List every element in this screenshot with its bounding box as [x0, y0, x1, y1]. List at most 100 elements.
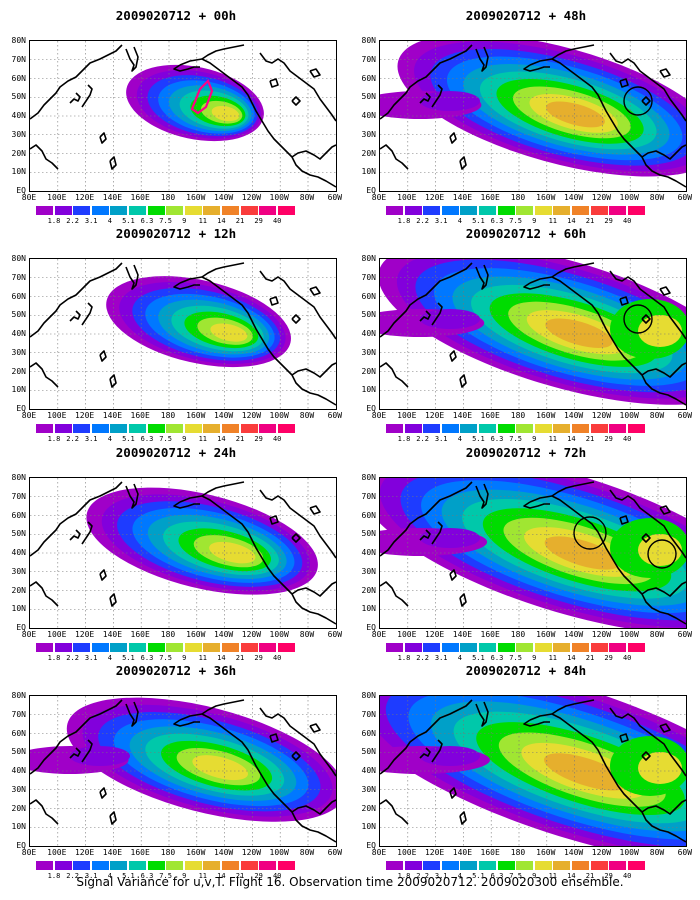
colorbar-swatch [404, 861, 422, 870]
longitude-label: 120E [74, 848, 95, 857]
longitude-label: 180 [160, 848, 176, 857]
coastline [291, 314, 301, 324]
longitude-label: 60W [327, 193, 343, 202]
latitude-label: 50N [11, 747, 26, 757]
latitude-label: 60N [361, 291, 376, 301]
signal-contour [544, 753, 628, 791]
colorbar-swatch [627, 643, 645, 652]
longitude-label: 100E [397, 630, 417, 639]
coastline [431, 302, 443, 326]
colorbar-label: 5.1 [122, 217, 135, 225]
longitude-label: 100E [47, 630, 67, 639]
colorbar-swatch [609, 206, 627, 215]
colorbar-label: 5.1 [122, 435, 135, 443]
colorbar-swatch [54, 861, 72, 870]
colorbar-label: 29 [254, 654, 263, 662]
colorbar-swatch [129, 861, 146, 870]
longitude-label: 100W [619, 630, 639, 639]
coastline [380, 799, 409, 825]
coastline [380, 481, 473, 557]
coastline [291, 533, 301, 543]
colorbar-swatch [73, 861, 91, 870]
colorbar-swatch [36, 643, 53, 652]
longitude-label: 120W [241, 630, 262, 639]
colorbar-swatch [516, 206, 534, 215]
map-panel: 2009020712 + 36h 80N 70N 60N 50N 40N 30N 20N 10N… [6, 655, 346, 880]
colorbar-swatch [534, 206, 552, 215]
map-area [29, 695, 337, 847]
colorbar-swatch [441, 424, 459, 433]
coastline [125, 46, 139, 72]
coastline [309, 68, 321, 78]
colorbar-label: 14 [567, 654, 576, 662]
coastline [269, 733, 279, 743]
colorbar-label: 5.1 [122, 654, 135, 662]
map-area [29, 258, 337, 410]
observation-circle [623, 86, 653, 116]
colorbar-label: 9 [532, 435, 537, 443]
latitude-label: 40N [361, 548, 376, 557]
latitude-label: 40N [361, 766, 376, 775]
latitude-label: 60N [11, 728, 26, 738]
longitude-label: 120E [74, 193, 95, 202]
figure-caption: Signal Variance for u,v,T. Flight 16. Ob… [76, 875, 624, 889]
colorbar-label: 3.1 [84, 654, 98, 662]
longitude-label: 140E [452, 411, 473, 420]
colorbar-label: 6.3 [140, 217, 154, 225]
colorbar-swatch [497, 861, 515, 870]
coastline [523, 501, 550, 509]
coastline [291, 581, 336, 597]
signal-contour [420, 528, 480, 548]
coastline [619, 733, 629, 743]
colorbar-swatch [534, 861, 552, 870]
colorbar-swatch [259, 206, 277, 215]
colorbar-label: 14 [567, 872, 576, 880]
map-area [379, 477, 687, 629]
latitude-label: 40N [361, 111, 376, 120]
latitude-label: 20N [11, 148, 26, 158]
colorbar-swatch [609, 424, 627, 433]
coastline [523, 719, 550, 727]
colorbar-swatch [590, 643, 608, 652]
longitude-label: 160E [130, 411, 150, 420]
latitude-label: 10N [11, 167, 26, 177]
colorbar-swatch [404, 206, 422, 215]
colorbar-label: 3.1 [84, 435, 98, 443]
latitude-label: 30N [11, 784, 26, 794]
colorbar-label: 21 [235, 872, 245, 880]
coastline [125, 483, 139, 509]
latitude-label: 30N [361, 347, 376, 357]
longitude-label: 100E [47, 411, 67, 420]
coastline [609, 707, 686, 777]
colorbar-label: 29 [604, 872, 613, 880]
coastline [641, 799, 686, 815]
colorbar-swatch [423, 206, 441, 215]
longitude-label: 120E [74, 630, 95, 639]
colorbar-swatch [460, 861, 478, 870]
map-svg [30, 478, 336, 628]
signal-contour [638, 315, 682, 347]
coastline [81, 84, 93, 108]
colorbar-swatch [553, 643, 571, 652]
longitude-label: 180 [160, 193, 176, 202]
coastline [309, 723, 321, 733]
longitude-label: 140W [213, 848, 234, 857]
longitude-label: 100W [269, 411, 289, 420]
colorbar-label: 5.1 [472, 654, 485, 662]
colorbar-swatch [184, 424, 202, 433]
longitude-label: 80W [649, 193, 665, 202]
coastline [641, 374, 686, 406]
longitude-label: 120W [241, 411, 262, 420]
latitude-label: 70N [11, 272, 26, 282]
colorbar-swatch [460, 424, 478, 433]
signal-contour [638, 752, 682, 784]
latitude-label: 80N [11, 254, 26, 263]
longitude-label: 140E [452, 630, 473, 639]
colorbar-label: 11 [198, 435, 208, 443]
colorbar-swatch [404, 424, 422, 433]
coastline [551, 481, 595, 497]
colorbar-swatch [240, 643, 258, 652]
colorbar-label: 2.2 [416, 654, 429, 662]
colorbar-swatch [277, 861, 295, 870]
colorbar-label: 6.3 [490, 435, 504, 443]
